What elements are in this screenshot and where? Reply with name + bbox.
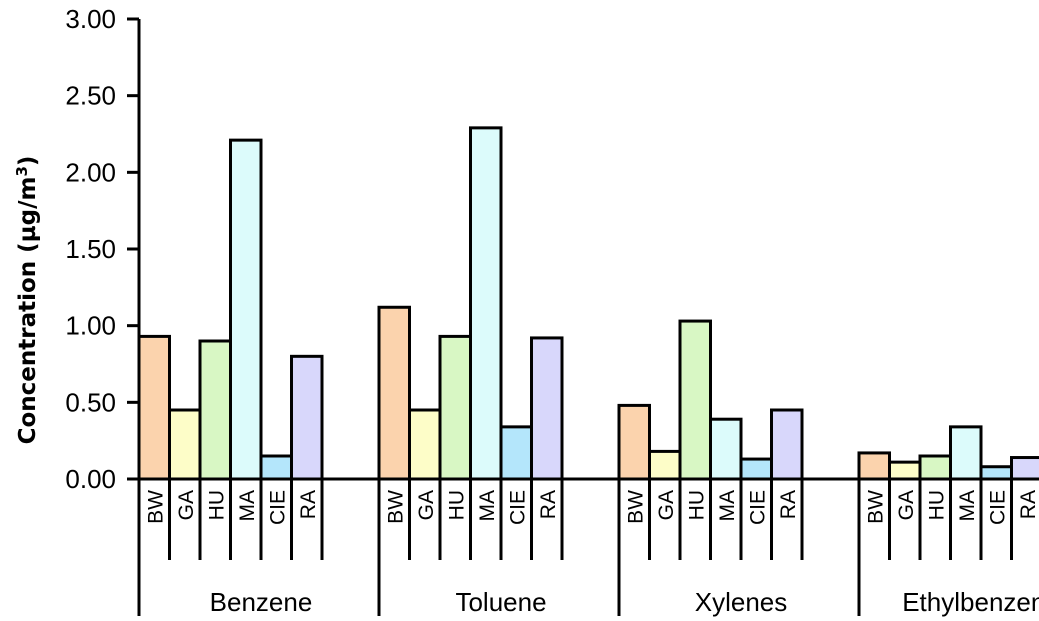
- x-tick-label: RA: [777, 490, 800, 519]
- bar-ethylbenzene-ga: [888, 460, 922, 481]
- x-tick-label: HU: [445, 490, 468, 520]
- x-tick-label: GA: [655, 490, 678, 520]
- x-tick-label: CIE: [986, 490, 1009, 525]
- x-tick-label: RA: [537, 490, 560, 519]
- bar-xylenes-bw: [617, 403, 651, 481]
- y-axis-label: Concentration (µg/m3): [13, 156, 41, 445]
- y-tick-label: 1.50: [65, 234, 116, 264]
- x-tick-label: BW: [384, 490, 407, 524]
- bar-ethylbenzene-bw: [857, 451, 891, 481]
- x-tick-label: HU: [925, 490, 948, 520]
- bar-benzene-hu: [198, 339, 232, 481]
- x-tick-label: MA: [236, 490, 259, 522]
- x-tick-label: MA: [476, 490, 499, 522]
- x-tick-label: GA: [895, 490, 918, 520]
- bar-benzene-ra: [290, 354, 324, 481]
- x-tick-label: MA: [716, 490, 739, 522]
- x-tick-label: CIE: [746, 490, 769, 525]
- y-tick-label: 0.00: [65, 464, 116, 494]
- bar-xylenes-ma: [709, 417, 743, 481]
- group-label: Ethylbenzene: [902, 587, 1039, 617]
- y-tick-label: 2.50: [65, 81, 116, 111]
- bar-ethylbenzene-ma: [949, 425, 983, 481]
- group-label: Toluene: [455, 587, 546, 617]
- bar-toluene-ma: [469, 126, 503, 481]
- bar-ethylbenzene-ra: [1010, 456, 1039, 481]
- group-benzene: [137, 138, 324, 481]
- group-ethylbenzene: [857, 425, 1039, 481]
- x-tick-label: RA: [1017, 490, 1039, 519]
- bar-xylenes-hu: [678, 319, 712, 481]
- bar-ethylbenzene-cie: [979, 465, 1013, 481]
- bar-benzene-bw: [137, 334, 171, 481]
- bar-benzene-ga: [168, 408, 202, 481]
- y-axis: 0.00 0.50 1.00 1.50 2.00 2.50 3.00: [65, 4, 141, 494]
- bar-toluene-hu: [438, 334, 472, 481]
- bar-toluene-cie: [499, 425, 533, 481]
- bar-toluene-ra: [530, 336, 564, 481]
- x-tick-label: GA: [415, 490, 438, 520]
- bar-toluene-bw: [377, 305, 411, 481]
- y-axis-label-superscript: 3: [13, 166, 31, 176]
- x-tick-label: RA: [297, 490, 320, 519]
- x-tick-label: CIE: [506, 490, 529, 525]
- bar-ethylbenzene-hu: [918, 454, 952, 481]
- bar-benzene-ma: [229, 138, 263, 481]
- bar-toluene-ga: [408, 408, 442, 481]
- y-tick-label: 1.00: [65, 311, 116, 341]
- group-label: Benzene: [210, 587, 313, 617]
- group-toluene: [377, 126, 564, 481]
- x-tick-label: BW: [864, 490, 887, 524]
- x-tick-label: GA: [175, 490, 198, 520]
- y-tick-label: 2.00: [65, 157, 116, 187]
- y-tick-label: 3.00: [65, 4, 116, 34]
- y-tick-label: 0.50: [65, 387, 116, 417]
- x-tick-label: HU: [685, 490, 708, 520]
- bars: [137, 126, 1039, 481]
- x-tick-label: HU: [205, 490, 228, 520]
- bar-benzene-cie: [259, 454, 293, 481]
- bar-xylenes-ga: [648, 449, 682, 481]
- x-tick-label: CIE: [266, 490, 289, 525]
- x-tick-label: BW: [144, 490, 167, 524]
- x-tick-label: MA: [956, 490, 979, 522]
- bar-xylenes-ra: [770, 408, 804, 481]
- group-xylenes: [617, 319, 804, 481]
- bar-xylenes-cie: [739, 457, 773, 481]
- group-label: Xylenes: [695, 587, 788, 617]
- x-tick-label: BW: [624, 490, 647, 524]
